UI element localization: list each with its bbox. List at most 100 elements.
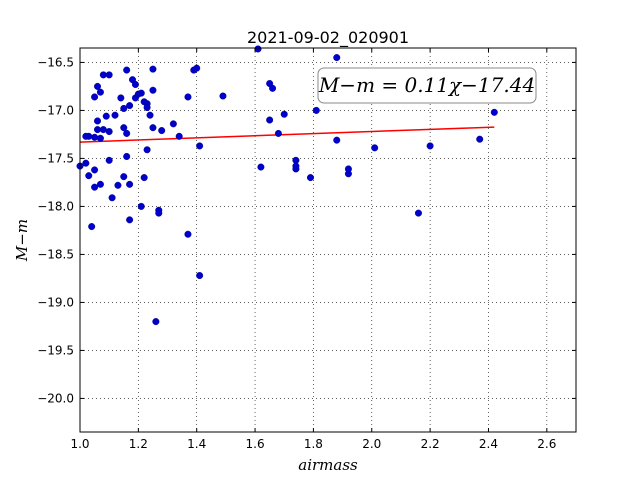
y-tick-label: −17.5 — [37, 151, 74, 165]
x-tick-label: 2.2 — [421, 437, 440, 451]
fit-annotation: M−m = 0.11χ−17.44 — [317, 67, 537, 104]
data-point — [333, 54, 341, 62]
data-point — [196, 272, 204, 280]
data-point — [94, 117, 102, 125]
data-point — [131, 80, 139, 88]
data-point — [137, 202, 145, 210]
data-point — [91, 93, 99, 101]
x-tick-label: 2.6 — [537, 437, 556, 451]
data-point — [120, 104, 128, 112]
data-point — [96, 134, 104, 142]
data-point — [149, 124, 157, 132]
y-tick-label: −19.5 — [37, 343, 74, 357]
x-tick-label: 1.4 — [187, 437, 206, 451]
data-point — [105, 128, 113, 136]
plot-frame — [79, 47, 577, 433]
data-point — [155, 209, 163, 217]
data-point — [193, 64, 201, 72]
data-point — [344, 165, 352, 173]
data-point — [108, 194, 116, 202]
data-point — [169, 120, 177, 128]
x-tick-label: 2.0 — [362, 437, 381, 451]
data-point — [292, 165, 300, 173]
data-point — [196, 142, 204, 150]
data-point — [123, 66, 131, 74]
x-tick-label: 1.0 — [70, 437, 89, 451]
data-point — [123, 152, 131, 160]
data-point — [96, 88, 104, 96]
x-tick-label: 2.4 — [479, 437, 498, 451]
data-point — [490, 108, 498, 116]
data-point — [140, 174, 148, 182]
x-tick-label: 1.6 — [246, 437, 265, 451]
x-tick-label: 1.2 — [129, 437, 148, 451]
data-point — [99, 71, 107, 79]
data-point — [137, 89, 145, 97]
x-axis-label: airmass — [298, 456, 358, 474]
data-point — [219, 92, 227, 100]
x-tick-label: 1.8 — [304, 437, 323, 451]
data-point — [123, 129, 131, 137]
data-point — [91, 183, 99, 191]
data-point — [333, 136, 341, 144]
data-point — [306, 174, 314, 182]
y-tick-label: −18.0 — [37, 199, 74, 213]
y-tick-label: −17.0 — [37, 103, 74, 117]
data-point — [91, 133, 99, 141]
data-point — [117, 94, 125, 102]
y-tick-label: −20.0 — [37, 391, 74, 405]
data-point — [146, 111, 154, 119]
data-point — [149, 86, 157, 94]
data-point — [126, 216, 134, 224]
data-point — [280, 110, 288, 118]
data-point — [105, 71, 113, 79]
data-point — [143, 104, 151, 112]
data-point — [426, 142, 434, 150]
data-point — [312, 106, 320, 114]
data-point — [158, 127, 166, 135]
data-point — [143, 146, 151, 154]
data-point — [120, 173, 128, 181]
data-point — [152, 318, 160, 326]
axis-ticks: 1.0 1.2 1.4 1.6 1.8 2.0 2.2 2.4 2.6 −16.5 −17.0 −17… — [37, 48, 576, 451]
fit-line-group — [79, 126, 495, 143]
y-tick-label: −18.5 — [37, 247, 74, 261]
y-tick-label: −19.0 — [37, 295, 74, 309]
data-point — [175, 132, 183, 140]
data-point — [85, 172, 93, 180]
data-point — [149, 65, 157, 73]
data-point — [254, 45, 262, 53]
data-point — [94, 126, 102, 134]
data-point — [85, 132, 93, 140]
data-point — [82, 159, 90, 167]
fit-annotation-box — [317, 67, 537, 104]
data-points — [76, 45, 498, 326]
data-point — [414, 209, 422, 217]
data-point — [114, 181, 122, 189]
data-point — [96, 180, 104, 188]
y-tick-label: −16.5 — [37, 55, 74, 69]
data-point — [120, 124, 128, 132]
y-axis-label: M−m — [13, 219, 31, 262]
data-point — [111, 111, 119, 119]
data-point — [102, 112, 110, 120]
grid-lines — [80, 48, 576, 432]
fit-line — [79, 126, 495, 143]
data-point — [99, 126, 107, 134]
data-point — [371, 144, 379, 152]
data-point — [266, 116, 274, 124]
data-point — [126, 102, 134, 110]
data-point — [126, 180, 134, 188]
data-point — [476, 135, 484, 143]
data-point — [105, 156, 113, 164]
data-point — [184, 230, 192, 238]
data-point — [184, 93, 192, 101]
data-point — [269, 84, 277, 92]
fit-equation: M−m = 0.11χ−17.44 — [318, 73, 535, 97]
data-point — [94, 82, 102, 90]
data-point — [91, 166, 99, 174]
chart-title: 2021-09-02_020901 — [247, 28, 409, 48]
data-point — [88, 223, 96, 231]
data-point — [274, 129, 282, 137]
